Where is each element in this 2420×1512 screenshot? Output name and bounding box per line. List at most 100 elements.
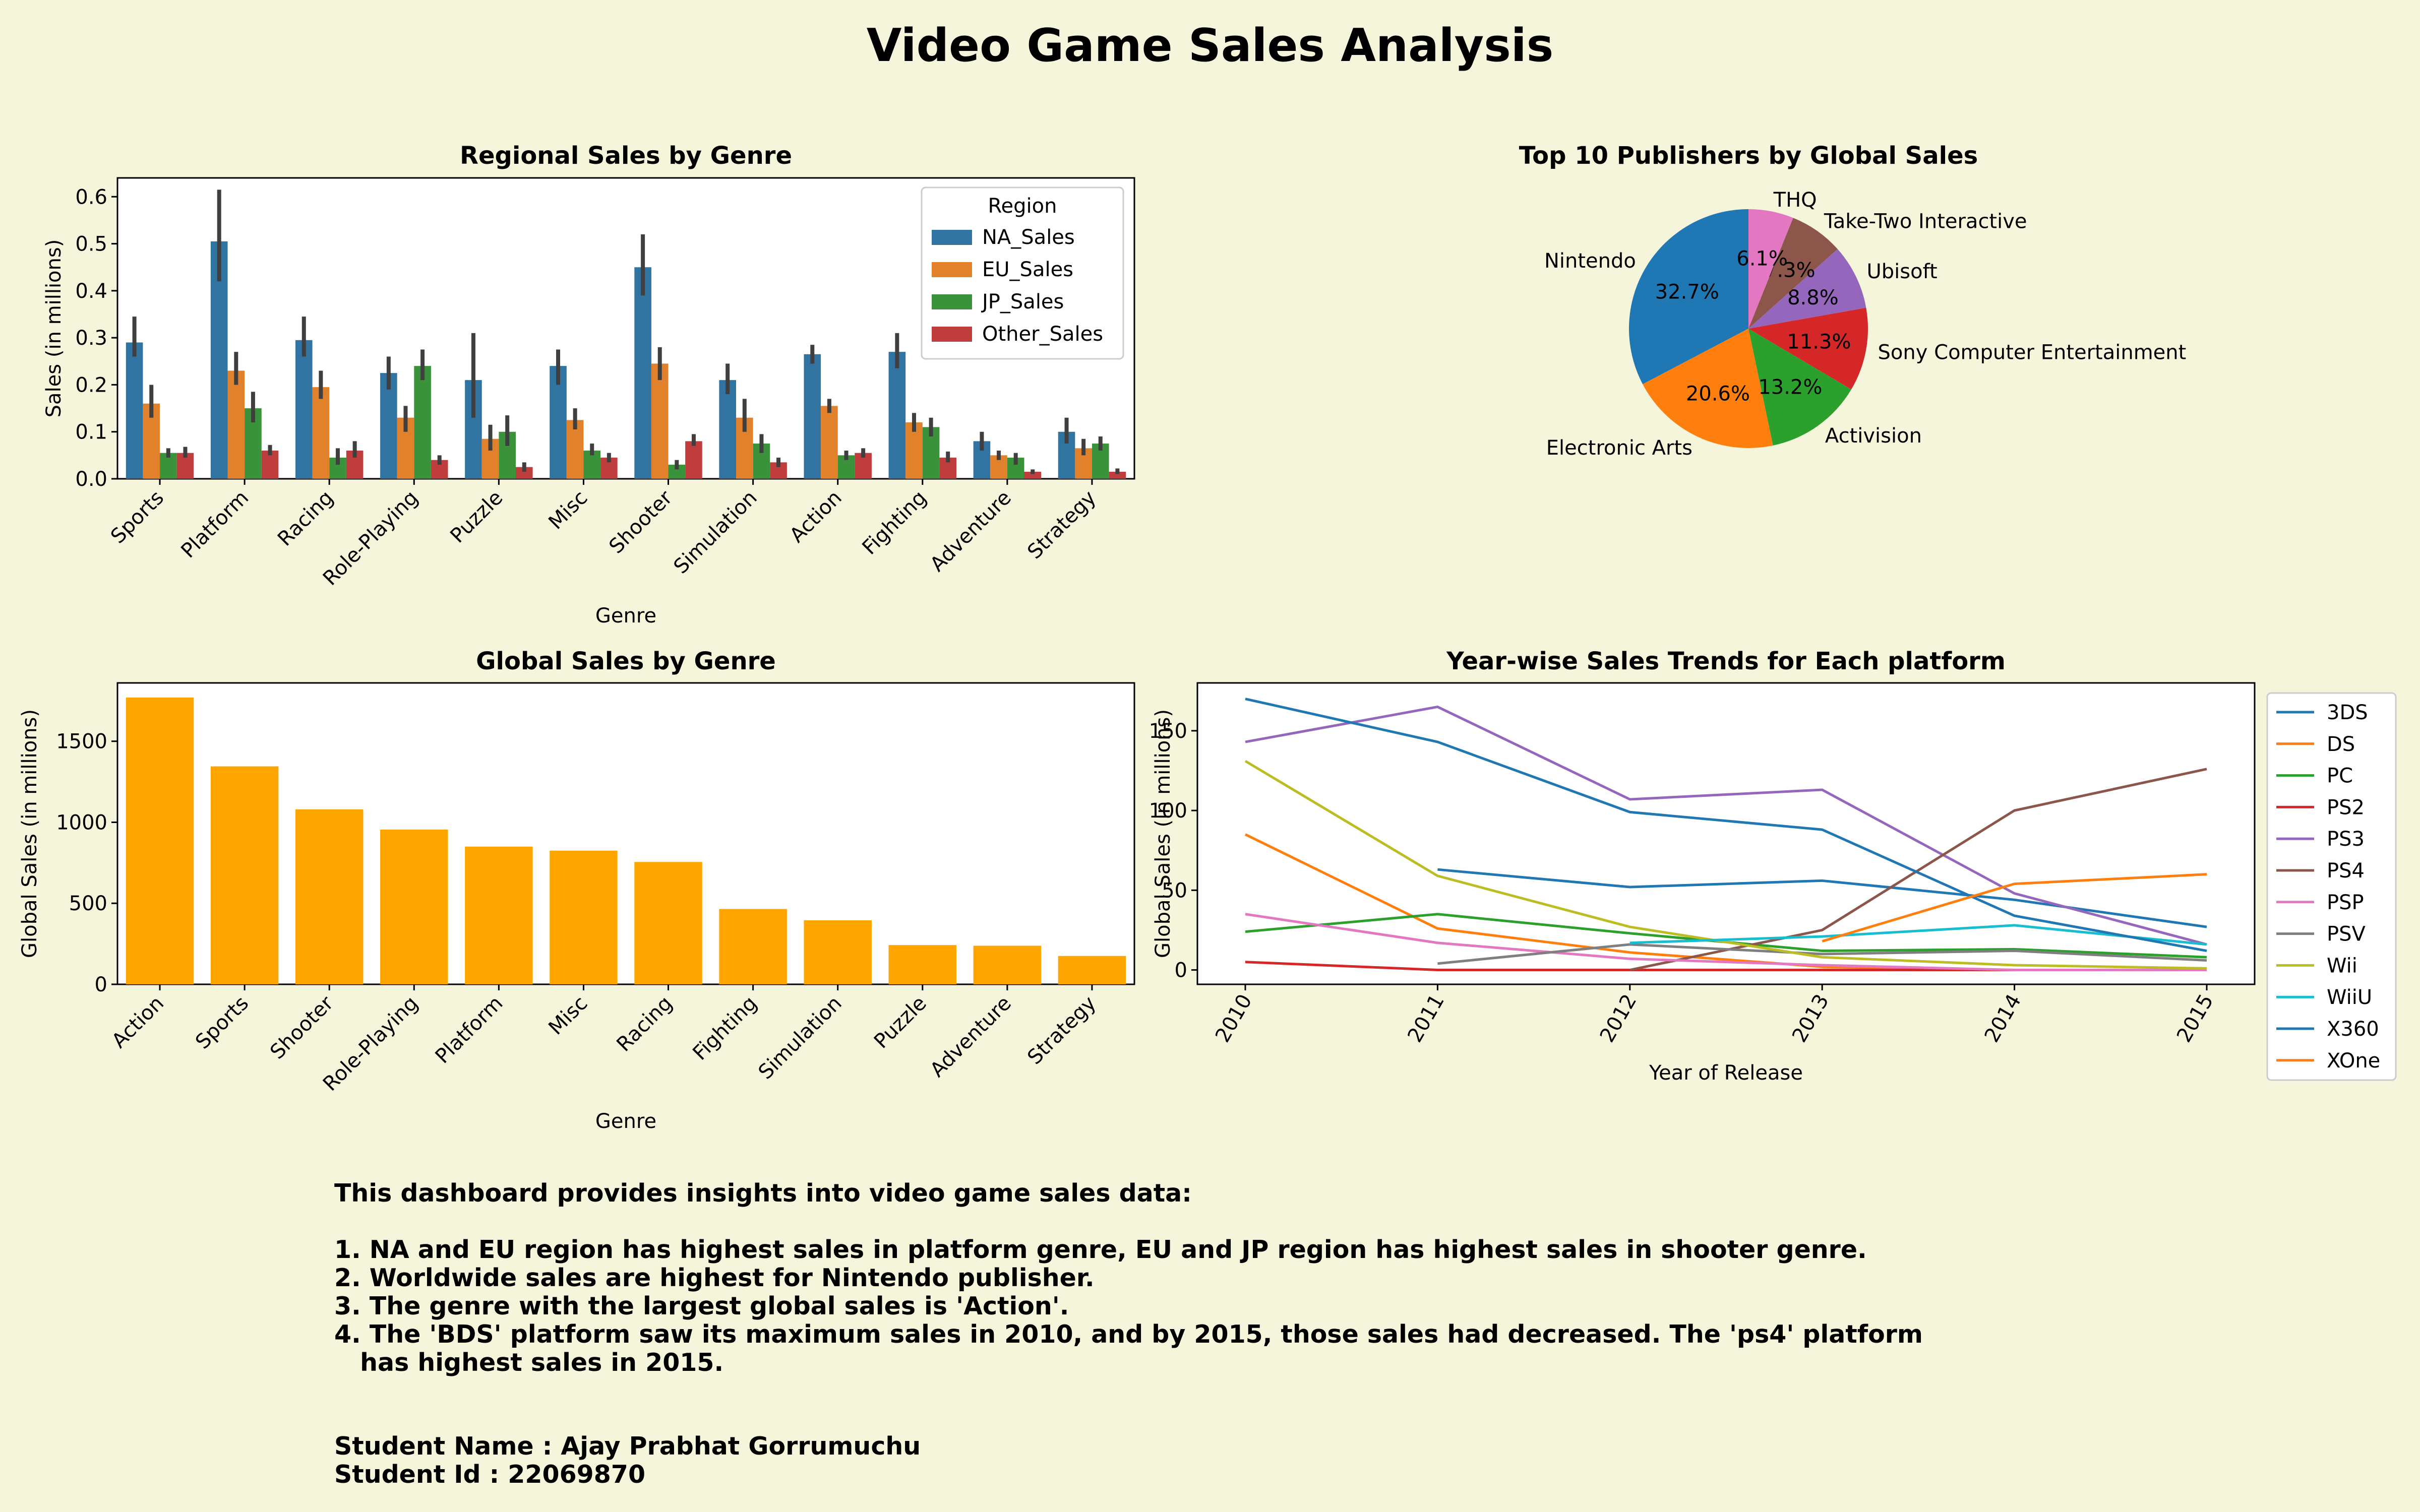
summary-intro: This dashboard provides insights into vi… (334, 1179, 1192, 1208)
pie-percent-label: 6.1% (1736, 247, 1788, 270)
pie-slice (1748, 329, 1851, 446)
summary-point: 3. The genre with the largest global sal… (334, 1292, 1069, 1320)
series-line-3DS (1437, 868, 2207, 928)
legend-swatch (932, 230, 972, 245)
pie-slice (1748, 209, 1793, 329)
bar (295, 809, 364, 984)
pie-slice-label: Sony Computer Entertainment (1878, 341, 2187, 364)
summary-point: 1. NA and EU region has highest sales in… (334, 1235, 1867, 1264)
y-tick-label: 0.1 (75, 421, 107, 444)
legend-label: PC (2327, 765, 2353, 788)
chart-title: Global Sales by Genre (476, 647, 776, 675)
series-line-X360 (1245, 698, 2207, 953)
chart-title: Year-wise Sales Trends for Each platform (1446, 647, 2006, 675)
bar (126, 697, 194, 984)
bar-EU_Sales (312, 387, 330, 479)
pie-slice-label: Electronic Arts (1546, 436, 1692, 460)
x-tick-label: 2014 (1980, 990, 2026, 1046)
y-axis-label: Global Sales (in millions) (1152, 709, 1175, 958)
bar-Other_Sales (1024, 472, 1042, 479)
bar-EU_Sales (566, 420, 584, 479)
pie-percent-label: 20.6% (1686, 383, 1750, 406)
legend-label: JP_Sales (981, 290, 1064, 313)
bar (634, 862, 702, 984)
legend-label: PS3 (2327, 828, 2365, 851)
y-tick-label: 150 (1149, 720, 1187, 743)
bar (550, 850, 618, 984)
bar-Other_Sales (685, 441, 702, 479)
chart-title: Top 10 Publishers by Global Sales (1519, 142, 1978, 170)
series-line-PSP (1245, 913, 2207, 972)
series-line-PSV (1437, 943, 2207, 965)
bar (465, 846, 533, 984)
pie-slice (1629, 209, 1748, 385)
plot-area (116, 682, 1135, 985)
legend-label: PS4 (2327, 859, 2365, 883)
legend-swatch (932, 327, 972, 342)
pie-percent-label: 32.7% (1655, 280, 1719, 303)
x-tick-label: 2015 (2172, 990, 2218, 1046)
bar-EU_Sales (651, 363, 669, 479)
x-axis-label: Year of Release (1649, 1061, 1803, 1085)
legend-label: NA_Sales (982, 226, 1075, 249)
legend-label: PS2 (2327, 796, 2365, 819)
bar (719, 909, 787, 984)
bar-NA_Sales (634, 267, 651, 479)
pie-percent-label: 13.2% (1758, 376, 1822, 399)
series-line-XOne (1822, 873, 2207, 942)
bar-NA_Sales (888, 352, 906, 479)
bar-EU_Sales (821, 406, 838, 479)
pie-slice-label: Ubisoft (1866, 260, 1937, 283)
student-info: Student Name : Ajay Prabhat Gorrumuchu S… (334, 1432, 921, 1489)
pie-slice (1748, 249, 1866, 329)
dashboard-title: Video Game Sales Analysis (866, 19, 1554, 72)
y-tick-label: 1000 (56, 811, 107, 834)
legend-label: XOne (2327, 1049, 2380, 1073)
student-id: Student Id : 22069870 (334, 1460, 646, 1489)
pie-percent-label: 8.8% (1787, 286, 1839, 309)
legend-label: 3DS (2327, 701, 2368, 724)
bar (380, 829, 448, 984)
bar (1058, 956, 1126, 984)
legend-label: X360 (2327, 1018, 2379, 1041)
summary-point: 2. Worldwide sales are highest for Ninte… (334, 1264, 1095, 1292)
pie-slice (1748, 307, 1868, 390)
legend-label: Wii (2327, 954, 2357, 977)
summary-point: 4. The 'BDS' platform saw its maximum sa… (334, 1320, 1923, 1349)
legend-label: Other_Sales (982, 323, 1103, 346)
x-axis-label: Genre (595, 604, 656, 627)
legend-label: DS (2327, 733, 2355, 756)
bar-EU_Sales (227, 370, 245, 479)
bar-Other_Sales (515, 467, 533, 479)
pie-slice (1643, 329, 1773, 448)
pie-percent-label: 11.3% (1787, 330, 1851, 353)
x-axis-label: Genre (595, 1110, 656, 1133)
summary-text: This dashboard provides insights into vi… (334, 1179, 2250, 1377)
y-tick-label: 500 (69, 892, 107, 915)
bar-JP_Sales (414, 366, 431, 479)
y-tick-label: 0.4 (75, 280, 107, 303)
bar-NA_Sales (804, 354, 821, 479)
legend-box (2266, 692, 2397, 1081)
y-tick-label: 0 (1175, 959, 1187, 982)
chart-title: Regional Sales by Genre (460, 142, 792, 170)
y-tick-label: 0.6 (75, 185, 107, 209)
y-tick-label: 0 (95, 973, 107, 996)
y-axis-label: Global Sales (in millions) (18, 709, 41, 958)
y-tick-label: 100 (1149, 799, 1187, 823)
x-tick-label: 2011 (1403, 990, 1449, 1046)
legend-swatch (932, 262, 972, 277)
legend-label: EU_Sales (982, 258, 1073, 281)
x-tick-label: 2012 (1596, 990, 1642, 1046)
x-tick-label: 2010 (1211, 990, 1257, 1046)
pie-slice (1748, 218, 1838, 329)
bar-NA_Sales (295, 340, 313, 479)
legend-label: WiiU (2327, 986, 2372, 1009)
pie-slice-label: Take-Two Interactive (1824, 210, 2027, 233)
bar (210, 766, 279, 984)
legend-label: PSV (2327, 923, 2366, 946)
pie-slice-label: THQ (1773, 188, 1817, 212)
series-line-WiiU (1629, 924, 2207, 946)
legend-swatch (932, 294, 972, 309)
